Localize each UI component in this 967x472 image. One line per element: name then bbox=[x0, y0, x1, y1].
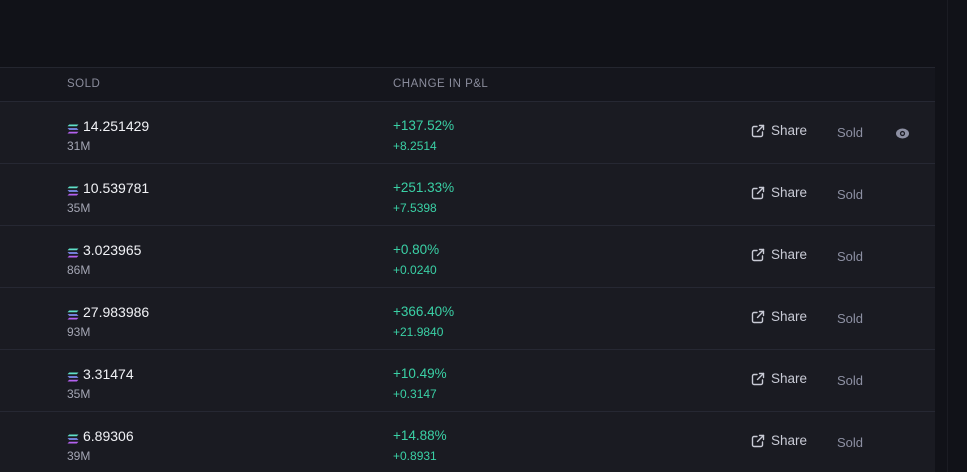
table-header: SOLD CHANGE IN P&L bbox=[0, 68, 935, 102]
share-button[interactable]: Share bbox=[751, 309, 807, 324]
trades-table: SOLD CHANGE IN P&L 14.251429 31M bbox=[0, 67, 935, 472]
pnl-percent: +0.80% bbox=[393, 242, 440, 257]
sold-amount: 3.023965 bbox=[83, 242, 142, 258]
share-label: Share bbox=[771, 123, 808, 138]
sold-cell: 6.89306 39M bbox=[67, 427, 134, 463]
pnl-percent: +137.52% bbox=[393, 118, 455, 133]
pnl-cell: +14.88% +0.8931 bbox=[393, 427, 447, 463]
external-link-icon bbox=[751, 434, 765, 448]
eye-icon[interactable] bbox=[895, 126, 910, 141]
share-button[interactable]: Share bbox=[751, 247, 807, 262]
pnl-percent: +14.88% bbox=[393, 428, 447, 443]
solana-icon bbox=[67, 431, 79, 444]
market-cap: 39M bbox=[67, 449, 91, 463]
share-button[interactable]: Share bbox=[751, 185, 807, 200]
share-label: Share bbox=[771, 309, 808, 324]
external-link-icon bbox=[751, 124, 765, 138]
status-badge: Sold bbox=[837, 187, 864, 202]
table-row: 6.89306 39M +14.88% +0.8931 Share Sold bbox=[0, 412, 935, 472]
sold-cell: 3.023965 86M bbox=[67, 241, 141, 277]
share-button[interactable]: Share bbox=[751, 433, 807, 448]
sold-cell: 14.251429 31M bbox=[67, 117, 149, 153]
external-link-icon bbox=[751, 372, 765, 386]
sold-amount: 6.89306 bbox=[83, 428, 134, 444]
share-label: Share bbox=[771, 433, 808, 448]
pnl-percent: +251.33% bbox=[393, 180, 455, 195]
column-header-sold: SOLD bbox=[67, 78, 101, 90]
table-row: 3.023965 86M +0.80% +0.0240 Share Sold bbox=[0, 226, 935, 288]
sold-amount: 10.539781 bbox=[83, 180, 150, 196]
sold-cell: 10.539781 35M bbox=[67, 179, 149, 215]
solana-icon bbox=[67, 121, 79, 134]
external-link-icon bbox=[751, 186, 765, 200]
sold-amount: 14.251429 bbox=[83, 118, 150, 134]
market-cap: 31M bbox=[67, 139, 91, 153]
sold-amount: 27.983986 bbox=[83, 304, 150, 320]
market-cap: 93M bbox=[67, 325, 91, 339]
column-header-change-in-pnl: CHANGE IN P&L bbox=[393, 78, 489, 90]
solana-icon bbox=[67, 245, 79, 258]
external-link-icon bbox=[751, 248, 765, 262]
pnl-cell: +137.52% +8.2514 bbox=[393, 117, 454, 153]
table-row: 27.983986 93M +366.40% +21.9840 Share S bbox=[0, 288, 935, 350]
market-cap: 86M bbox=[67, 263, 91, 277]
pnl-cell: +0.80% +0.0240 bbox=[393, 241, 439, 277]
solana-icon bbox=[67, 307, 79, 320]
pnl-amount: +21.9840 bbox=[393, 325, 444, 339]
status-badge: Sold bbox=[837, 435, 864, 450]
table-row: 14.251429 31M +137.52% +8.2514 Share So bbox=[0, 102, 935, 164]
pnl-percent: +366.40% bbox=[393, 304, 455, 319]
status-badge: Sold bbox=[837, 373, 864, 388]
solana-icon bbox=[67, 183, 79, 196]
table-row: 3.31474 35M +10.49% +0.3147 Share Sold bbox=[0, 350, 935, 412]
sold-cell: 3.31474 35M bbox=[67, 365, 134, 401]
pnl-cell: +10.49% +0.3147 bbox=[393, 365, 447, 401]
pnl-amount: +7.5398 bbox=[393, 201, 437, 215]
pnl-percent: +10.49% bbox=[393, 366, 447, 381]
market-cap: 35M bbox=[67, 201, 91, 215]
solana-icon bbox=[67, 369, 79, 382]
pnl-amount: +0.3147 bbox=[393, 387, 437, 401]
status-badge: Sold bbox=[837, 311, 864, 326]
sold-cell: 27.983986 93M bbox=[67, 303, 149, 339]
status-badge: Sold bbox=[837, 249, 864, 264]
sold-amount: 3.31474 bbox=[83, 366, 134, 382]
scroll-track[interactable] bbox=[947, 0, 948, 472]
share-button[interactable]: Share bbox=[751, 123, 807, 138]
pnl-amount: +0.0240 bbox=[393, 263, 437, 277]
pnl-cell: +366.40% +21.9840 bbox=[393, 303, 454, 339]
status-badge: Sold bbox=[837, 125, 864, 140]
share-label: Share bbox=[771, 247, 808, 262]
pnl-cell: +251.33% +7.5398 bbox=[393, 179, 454, 215]
external-link-icon bbox=[751, 310, 765, 324]
share-button[interactable]: Share bbox=[751, 371, 807, 386]
share-label: Share bbox=[771, 371, 808, 386]
pnl-amount: +0.8931 bbox=[393, 449, 437, 463]
pnl-amount: +8.2514 bbox=[393, 139, 437, 153]
market-cap: 35M bbox=[67, 387, 91, 401]
table-row: 10.539781 35M +251.33% +7.5398 Share So bbox=[0, 164, 935, 226]
share-label: Share bbox=[771, 185, 808, 200]
